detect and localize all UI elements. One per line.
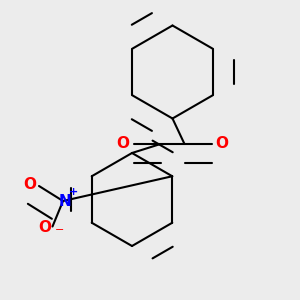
Text: O: O	[23, 177, 37, 192]
Text: +: +	[69, 187, 78, 197]
Text: O: O	[116, 136, 130, 152]
Text: O: O	[215, 136, 228, 152]
Text: N: N	[58, 194, 71, 208]
Text: −: −	[55, 224, 65, 235]
Text: O: O	[38, 220, 52, 236]
